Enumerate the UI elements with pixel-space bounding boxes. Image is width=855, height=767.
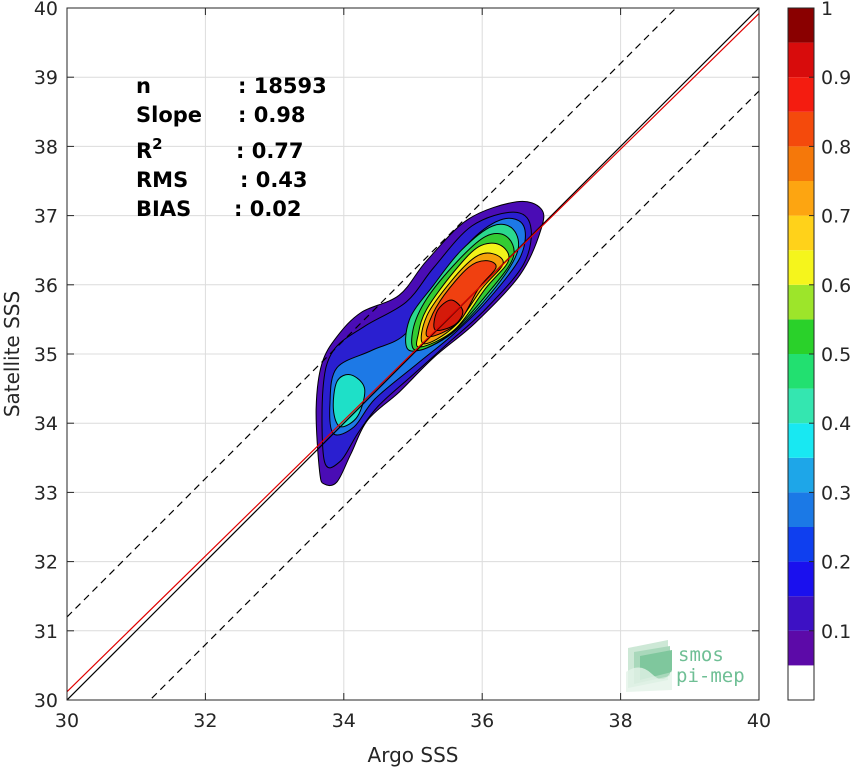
- colorbar-segment: [788, 42, 814, 78]
- colorbar-tick-label: 0.9: [821, 67, 851, 89]
- colorbar-segment: [788, 665, 814, 700]
- y-axis-ticks: 30 31 32 33 34 35 36 37 38 39 40: [34, 0, 759, 712]
- stat-label: BIAS: [136, 197, 191, 221]
- y-tick-label: 37: [34, 206, 58, 228]
- colorbar-segment: [788, 77, 814, 112]
- x-tick-label: 36: [470, 710, 494, 732]
- stat-value: : 18593: [238, 74, 327, 98]
- colorbar-segment: [788, 8, 814, 43]
- colorbar-tick-label: 1: [821, 0, 833, 20]
- colorbar-segment: [788, 561, 814, 597]
- colorbar-tick-label: 0.3: [821, 482, 851, 504]
- x-tick-label: 30: [55, 710, 79, 732]
- colorbar-tick-label: 0.6: [821, 275, 851, 297]
- colorbar-segment: [788, 388, 814, 424]
- x-tick-label: 32: [193, 710, 217, 732]
- colorbar: [787, 7, 815, 701]
- y-axis-label: Satellite SSS: [0, 291, 24, 417]
- x-tick-label: 34: [332, 710, 356, 732]
- stat-label: Slope: [136, 103, 202, 127]
- y-tick-label: 34: [34, 413, 58, 435]
- colorbar-segment: [788, 250, 814, 285]
- stat-label: RMS: [136, 168, 188, 192]
- stat-value: : 0.77: [236, 139, 304, 163]
- contour-level: [433, 299, 464, 331]
- colorbar-segment: [788, 630, 814, 666]
- contour-level: [332, 374, 366, 428]
- y-tick-label: 30: [34, 690, 58, 712]
- reference-lines: [67, 8, 759, 700]
- logo-wave-icon: [626, 640, 672, 692]
- colorbar-segment: [788, 596, 814, 631]
- y-tick-label: 39: [34, 67, 58, 89]
- colorbar-segment: [788, 354, 814, 389]
- colorbar-segment: [788, 457, 814, 493]
- x-tick-label: 40: [747, 710, 771, 732]
- y-tick-label: 38: [34, 136, 58, 158]
- y-tick-label: 35: [34, 344, 58, 366]
- colorbar-ticks: 0.1 0.2 0.3 0.4 0.5 0.6 0.7 0.8 0.9 1: [809, 0, 851, 643]
- colorbar-tick-label: 0.5: [821, 344, 851, 366]
- colorbar-segment: [788, 319, 814, 354]
- stat-value: : 0.02: [234, 197, 302, 221]
- colorbar-segment: [788, 146, 814, 181]
- colorbar-tick-label: 0.2: [821, 552, 851, 574]
- colorbar-segment: [788, 181, 814, 216]
- colorbar-tick-label: 0.8: [821, 136, 851, 158]
- y-tick-label: 36: [34, 275, 58, 297]
- colorbar-tick-label: 0.4: [821, 413, 851, 435]
- regression-line: [67, 13, 759, 693]
- y-tick-label: 31: [34, 621, 58, 643]
- colorbar-segment: [788, 284, 814, 320]
- colorbar-tick-label: 0.7: [821, 206, 851, 228]
- stat-label: n: [136, 74, 151, 98]
- identity-line: [67, 8, 759, 700]
- y-tick-label: 40: [34, 0, 58, 20]
- colorbar-segment: [788, 111, 814, 147]
- y-tick-label: 32: [34, 552, 58, 574]
- x-axis-ticks: 30 32 34 36 38 40: [55, 8, 771, 732]
- y-tick-label: 33: [34, 482, 58, 504]
- x-tick-label: 38: [609, 710, 633, 732]
- colorbar-segment: [788, 492, 814, 527]
- logo-text-pi-mep: pi-mep: [676, 665, 745, 687]
- stat-value: : 0.98: [238, 103, 306, 127]
- colorbar-segment: [788, 423, 814, 458]
- colorbar-segment: [788, 215, 814, 251]
- stat-value: : 0.43: [240, 168, 308, 192]
- smos-pi-mep-logo: smos pi-mep: [626, 640, 745, 692]
- logo-text-smos: smos: [678, 644, 724, 666]
- x-axis-label: Argo SSS: [368, 743, 459, 767]
- colorbar-segment: [788, 527, 814, 562]
- colorbar-tick-label: 0.1: [821, 621, 851, 643]
- grid-lines: [66, 7, 760, 701]
